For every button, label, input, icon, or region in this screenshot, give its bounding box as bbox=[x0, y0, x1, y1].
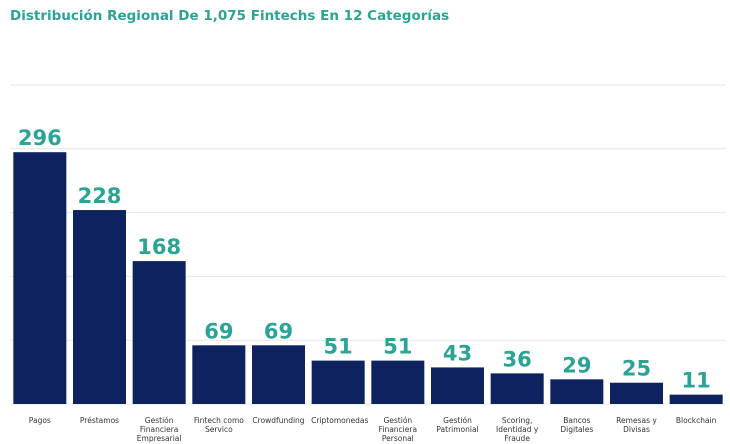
chart-title: Distribución Regional De 1,075 Fintechs … bbox=[10, 8, 449, 24]
x-tick-label: Crowdfunding bbox=[252, 416, 305, 425]
bar bbox=[252, 345, 305, 404]
value-label: 43 bbox=[443, 341, 472, 365]
x-tick-label: Bancos Digitales bbox=[560, 416, 594, 434]
x-tick-label: Gestión Financiera Empresarial bbox=[136, 416, 182, 443]
bar bbox=[13, 152, 67, 404]
x-tick-label: Criptomonedas bbox=[311, 416, 369, 425]
value-label: 51 bbox=[324, 335, 353, 359]
bar bbox=[431, 367, 484, 404]
value-label: 69 bbox=[264, 319, 293, 343]
bar bbox=[610, 382, 663, 404]
value-label: 29 bbox=[562, 353, 591, 377]
bar bbox=[550, 379, 604, 404]
value-label: 25 bbox=[622, 357, 651, 381]
value-label: 228 bbox=[78, 184, 122, 208]
x-tick-label: Fintech como Servico bbox=[193, 416, 244, 434]
value-label: 51 bbox=[383, 335, 412, 359]
x-tick-label: Gestión Financiera Personal bbox=[378, 416, 418, 443]
x-tick-label: Scoring, Identidad y Fraude bbox=[496, 416, 539, 443]
bar bbox=[192, 345, 246, 404]
value-label: 11 bbox=[682, 369, 711, 393]
value-label: 69 bbox=[204, 319, 233, 343]
bar bbox=[669, 394, 723, 404]
bar bbox=[311, 360, 365, 404]
bar bbox=[371, 360, 425, 404]
value-label: 168 bbox=[137, 235, 181, 259]
bar bbox=[490, 373, 544, 404]
bar bbox=[132, 261, 186, 404]
x-tick-label: Pagos bbox=[28, 416, 51, 425]
x-tick-label: Gestión Patrimonial bbox=[436, 416, 479, 434]
x-tick-label: Préstamos bbox=[79, 416, 120, 425]
value-label: 296 bbox=[18, 126, 62, 150]
value-label: 36 bbox=[503, 347, 532, 371]
bar bbox=[73, 210, 126, 404]
x-tick-label: Remesas y Divisas bbox=[616, 416, 657, 434]
x-tick-label: Blockchain bbox=[675, 416, 717, 425]
